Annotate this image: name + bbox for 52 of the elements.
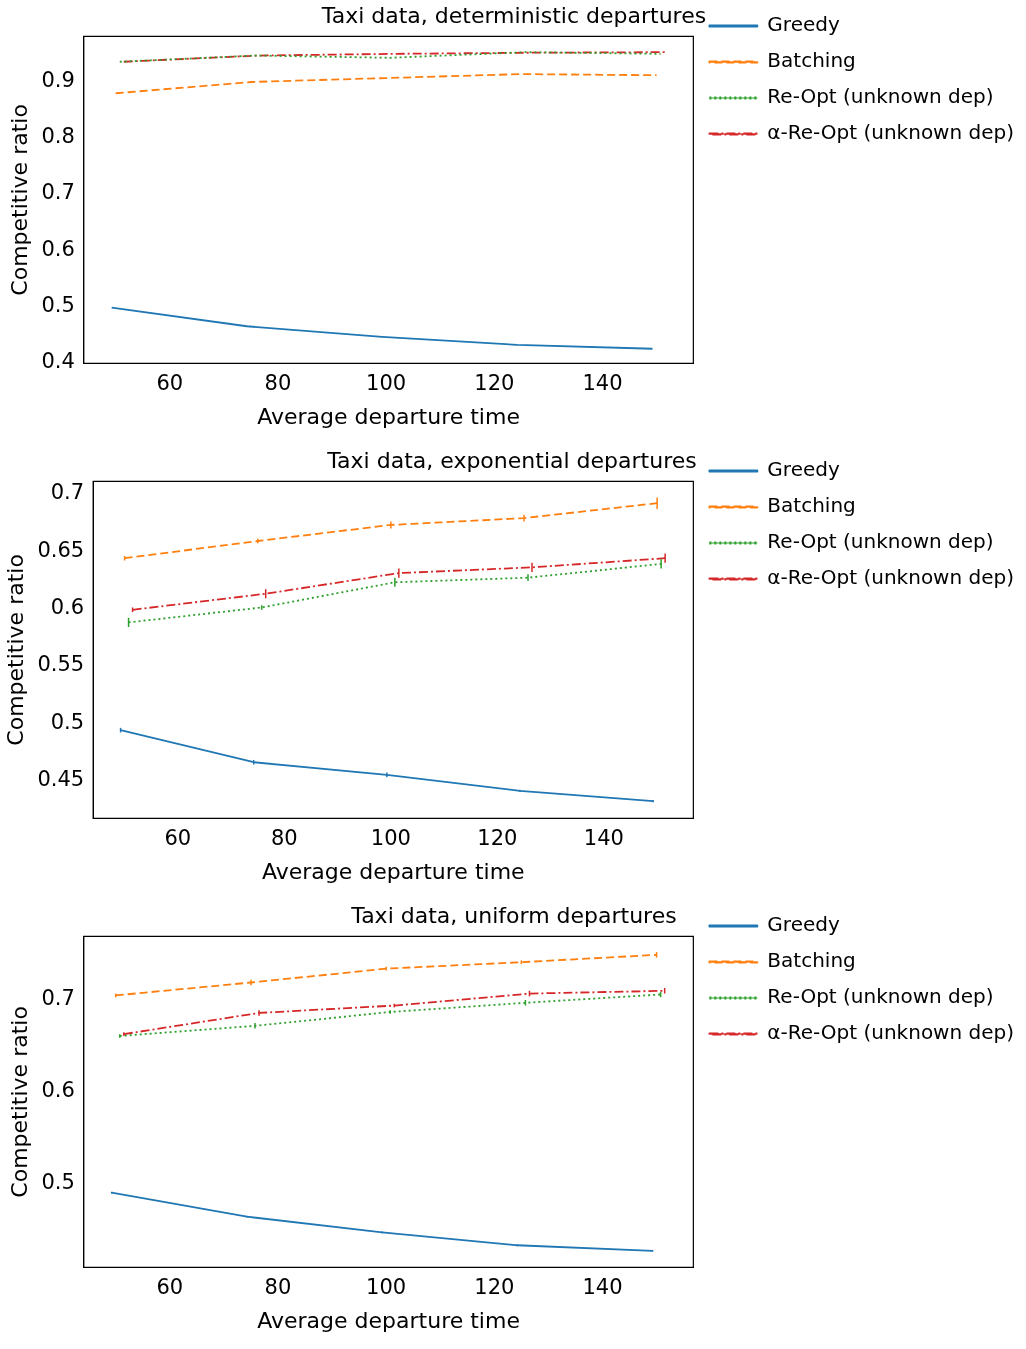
x-tick-label: 60	[164, 826, 192, 851]
y-tick-label: 0.5	[50, 709, 85, 734]
y-tick-label: 0.7	[41, 985, 75, 1010]
y-tick-label: 0.6	[41, 1077, 75, 1102]
line-series	[114, 73, 658, 95]
chart-title: Taxi data, uniform departures	[350, 902, 677, 928]
x-tick-label: 60	[156, 371, 184, 396]
y-tick-label: 0.4	[41, 349, 75, 374]
y-tick-label: 0.7	[50, 480, 85, 505]
x-axis-title: Average departure time	[261, 858, 525, 884]
y-axis-title: Competitive ratio	[6, 1006, 32, 1198]
x-tick-label: 140	[583, 826, 624, 851]
y-tick-label: 0.8	[41, 124, 75, 149]
x-tick-label: 140	[582, 1275, 623, 1300]
x-tick-label: 60	[156, 1275, 184, 1300]
legend-label: Batching	[767, 948, 856, 973]
y-tick-label: 0.65	[37, 537, 85, 562]
legend-label: Batching	[767, 48, 856, 73]
x-tick-label: 80	[264, 1275, 292, 1300]
y-tick-label: 0.6	[50, 595, 85, 620]
y-tick-label: 0.55	[37, 652, 85, 677]
legend-label: α-Re-Opt (unknown dep)	[767, 565, 1015, 590]
x-tick-label: 120	[474, 1275, 515, 1300]
y-axis-title: Competitive ratio	[2, 554, 28, 746]
legend-label: Greedy	[767, 12, 840, 37]
x-tick-label: 100	[366, 371, 407, 396]
legend-label: Re-Opt (unknown dep)	[767, 84, 994, 109]
x-tick-label: 120	[474, 371, 515, 396]
legend-label: Greedy	[767, 912, 840, 937]
x-axis-title: Average departure time	[257, 403, 520, 429]
x-tick-label: 80	[264, 371, 292, 396]
x-axis-title: Average departure time	[257, 1307, 520, 1333]
legend-label: Batching	[767, 493, 856, 518]
y-tick-label: 0.9	[41, 67, 75, 92]
chart-title: Taxi data, exponential departures	[326, 447, 697, 473]
x-tick-label: 100	[370, 826, 411, 851]
legend-label: α-Re-Opt (unknown dep)	[767, 120, 1015, 145]
y-axis-title: Competitive ratio	[6, 104, 32, 296]
chart-title: Taxi data, deterministic departures	[320, 2, 707, 28]
y-tick-label: 0.45	[37, 767, 85, 792]
legend-label: α-Re-Opt (unknown dep)	[767, 1020, 1015, 1045]
y-tick-label: 0.7	[41, 180, 75, 205]
y-tick-label: 0.5	[41, 1169, 75, 1194]
x-tick-label: 140	[582, 371, 623, 396]
legend-label: Re-Opt (unknown dep)	[767, 984, 994, 1009]
y-tick-label: 0.6	[41, 236, 75, 261]
x-tick-label: 100	[366, 1275, 407, 1300]
legend-label: Greedy	[767, 457, 840, 482]
x-tick-label: 120	[477, 826, 518, 851]
y-tick-label: 0.5	[41, 293, 75, 318]
x-tick-label: 80	[270, 826, 298, 851]
legend-label: Re-Opt (unknown dep)	[767, 529, 994, 554]
